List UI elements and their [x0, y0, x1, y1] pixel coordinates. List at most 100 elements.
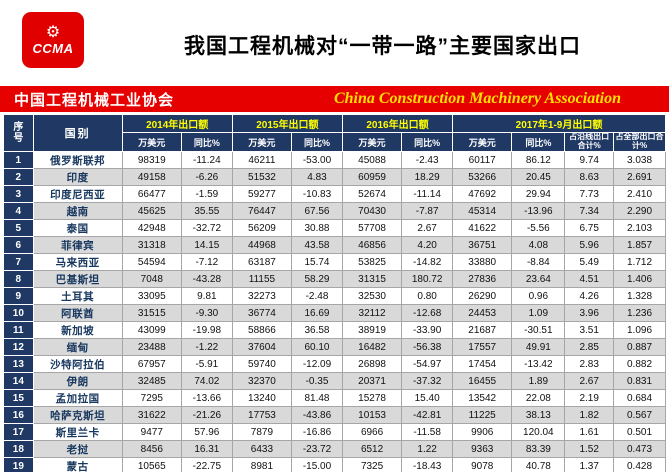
row-value: -7.87 — [401, 202, 454, 220]
row-value: 0.96 — [511, 287, 566, 305]
row-value: 76447 — [231, 202, 293, 220]
row-value: -11.14 — [401, 185, 454, 203]
row-value: -54.97 — [401, 355, 454, 373]
row-value: 36751 — [452, 236, 513, 254]
row-value: 2.67 — [401, 219, 454, 237]
row-seq: 14 — [3, 372, 34, 390]
row-value: -5.56 — [511, 219, 566, 237]
row-seq: 12 — [3, 338, 34, 356]
gear-icon: ⚙ — [45, 23, 61, 41]
row-country: 菲律宾 — [32, 236, 123, 254]
col-subheader-share-route: 占沿线出口合计% — [564, 132, 615, 152]
row-value: 9.81 — [180, 287, 233, 305]
row-seq: 19 — [3, 457, 34, 472]
row-value: 36.58 — [291, 321, 343, 339]
row-value: 1.328 — [613, 287, 666, 305]
row-value: 26898 — [341, 355, 403, 373]
export-table: 序号 国别 2014年出口额 2015年出口额 2016年出口额 2017年1-… — [3, 114, 666, 472]
row-country: 泰国 — [32, 219, 123, 237]
col-subheader-yoy-2015: 同比% — [291, 132, 343, 152]
row-value: 36774 — [231, 304, 293, 322]
row-value: 6433 — [231, 440, 293, 458]
row-value: 1.406 — [613, 270, 666, 288]
row-value: 67.56 — [291, 202, 343, 220]
row-value: 11155 — [231, 270, 293, 288]
row-value: 43099 — [121, 321, 182, 339]
row-value: 10565 — [121, 457, 182, 472]
row-value: 16.31 — [180, 440, 233, 458]
row-value: 70430 — [341, 202, 403, 220]
row-value: 49158 — [121, 168, 182, 186]
row-value: 32273 — [231, 287, 293, 305]
row-value: 13240 — [231, 389, 293, 407]
row-value: 7048 — [121, 270, 182, 288]
table-header-row-years: 序号 国别 2014年出口额 2015年出口额 2016年出口额 2017年1-… — [3, 114, 666, 152]
row-value: 21687 — [452, 321, 513, 339]
row-value: -9.30 — [180, 304, 233, 322]
row-value: 0.501 — [613, 423, 666, 441]
row-value: 14.15 — [180, 236, 233, 254]
row-value: 0.684 — [613, 389, 666, 407]
row-value: 46856 — [341, 236, 403, 254]
row-value: 7.73 — [564, 185, 615, 203]
table-row: 4 越南 45625 35.55 76447 67.56 70430 -7.87 45314 -1… — [3, 202, 666, 220]
row-seq: 3 — [3, 185, 34, 203]
row-value: -30.51 — [511, 321, 566, 339]
row-value: 0.473 — [613, 440, 666, 458]
row-value: -18.43 — [401, 457, 454, 472]
col-header-2015: 2015年出口额 — [231, 114, 343, 133]
row-value: 5.49 — [564, 253, 615, 271]
row-country: 缅甸 — [32, 338, 123, 356]
row-value: 45625 — [121, 202, 182, 220]
row-value: 45314 — [452, 202, 513, 220]
row-value: 59740 — [231, 355, 293, 373]
row-value: 1.22 — [401, 440, 454, 458]
row-value: -16.86 — [291, 423, 343, 441]
row-value: 10153 — [341, 406, 403, 424]
row-seq: 16 — [3, 406, 34, 424]
col-subheader-share-total: 占全部出口合计% — [613, 132, 666, 152]
row-value: 7.34 — [564, 202, 615, 220]
row-value: 35.55 — [180, 202, 233, 220]
table-row: 1 俄罗斯联邦 98319 -11.24 46211 -53.00 45088 -2.43 60… — [3, 151, 666, 169]
row-value: 9363 — [452, 440, 513, 458]
table-row: 11 新加坡 43099 -19.98 58866 36.58 38919 -33.90 216… — [3, 321, 666, 339]
row-value: 6966 — [341, 423, 403, 441]
row-value: 53825 — [341, 253, 403, 271]
row-value: 8981 — [231, 457, 293, 472]
row-value: 26290 — [452, 287, 513, 305]
row-value: -13.66 — [180, 389, 233, 407]
row-value: -37.32 — [401, 372, 454, 390]
table-row: 15 孟加拉国 7295 -13.66 13240 81.48 15278 15.40 1354… — [3, 389, 666, 407]
row-value: 86.12 — [511, 151, 566, 169]
table-wrapper: 序号 国别 2014年出口额 2015年出口额 2016年出口额 2017年1-… — [0, 112, 669, 472]
row-value: 44968 — [231, 236, 293, 254]
table-row: 3 印度尼西亚 66477 -1.59 59277 -10.83 52674 -11.14 47… — [3, 185, 666, 203]
col-subheader-amount-2016: 万美元 — [341, 132, 403, 152]
table-row: 5 泰国 42948 -32.72 56209 30.88 57708 2.67 41622 -5… — [3, 219, 666, 237]
row-value: 83.39 — [511, 440, 566, 458]
row-value: 120.04 — [511, 423, 566, 441]
row-value: -32.72 — [180, 219, 233, 237]
row-seq: 11 — [3, 321, 34, 339]
row-value: 16482 — [341, 338, 403, 356]
row-value: -8.84 — [511, 253, 566, 271]
row-value: 60.10 — [291, 338, 343, 356]
col-subheader-amount-2015: 万美元 — [231, 132, 293, 152]
row-value: -56.38 — [401, 338, 454, 356]
row-value: 15.74 — [291, 253, 343, 271]
row-value: -21.26 — [180, 406, 233, 424]
row-value: 0.887 — [613, 338, 666, 356]
row-value: -1.22 — [180, 338, 233, 356]
row-country: 巴基斯坦 — [32, 270, 123, 288]
row-value: 2.19 — [564, 389, 615, 407]
row-value: 1.712 — [613, 253, 666, 271]
row-value: 1.52 — [564, 440, 615, 458]
row-value: 0.567 — [613, 406, 666, 424]
row-value: 24453 — [452, 304, 513, 322]
row-seq: 8 — [3, 270, 34, 288]
row-value: 18.29 — [401, 168, 454, 186]
row-value: 46211 — [231, 151, 293, 169]
row-country: 越南 — [32, 202, 123, 220]
